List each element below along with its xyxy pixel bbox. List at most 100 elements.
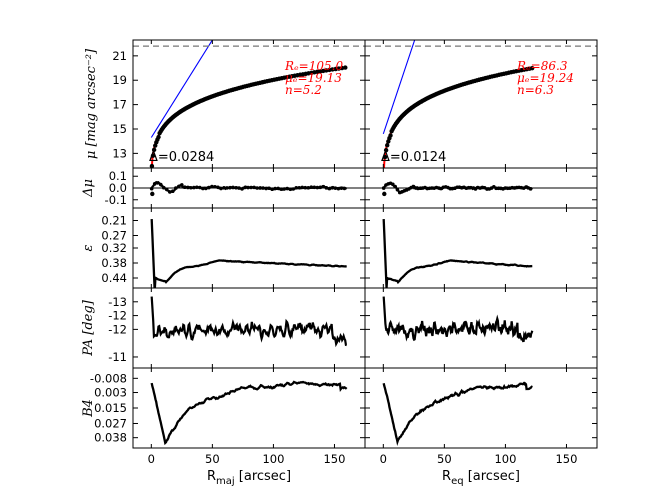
plot-area bbox=[133, 180, 365, 197]
residual-point bbox=[219, 186, 223, 191]
y-axis-label-delta-mu: Δμ bbox=[81, 179, 96, 198]
residual-point bbox=[309, 185, 314, 189]
n-annotation: n=6.3 bbox=[517, 83, 554, 97]
y-tick-label: 13 bbox=[112, 146, 127, 160]
panel-major-axis-delta-mu: -0.10.00.1 Δμ bbox=[81, 167, 366, 209]
y-tick-label: -0.008 bbox=[90, 371, 127, 385]
residual-point bbox=[243, 185, 247, 190]
residual-point bbox=[189, 185, 193, 190]
mue-annotation: μₑ=19.13 bbox=[285, 71, 342, 85]
residual-point bbox=[207, 185, 211, 190]
y-tick-label: 21 bbox=[112, 49, 127, 63]
mu-point bbox=[388, 133, 393, 138]
y-tick-label: 0.1 bbox=[109, 169, 127, 183]
residual-point bbox=[276, 186, 280, 191]
plot-area bbox=[150, 380, 348, 446]
residual-point bbox=[393, 184, 397, 189]
residual-point bbox=[234, 185, 238, 190]
residual-point bbox=[231, 185, 235, 190]
plot-area bbox=[133, 40, 365, 168]
x-tick-label: 50 bbox=[205, 452, 220, 466]
residual-point bbox=[270, 187, 274, 192]
residual-point bbox=[264, 186, 268, 191]
y-tick-label: 19 bbox=[112, 73, 127, 87]
residual-point bbox=[252, 185, 256, 190]
y-tick-label: 0.38 bbox=[101, 256, 127, 270]
x-tick-label: 0 bbox=[148, 452, 155, 466]
residual-point bbox=[315, 185, 320, 190]
residual-point bbox=[195, 185, 199, 190]
residual-point bbox=[158, 182, 163, 187]
residual-point bbox=[324, 186, 329, 190]
mu-point bbox=[343, 65, 348, 70]
residual-point bbox=[183, 185, 187, 189]
mu-point bbox=[151, 147, 157, 153]
plot-area bbox=[382, 296, 534, 343]
residual-point bbox=[267, 186, 271, 191]
residual-point bbox=[170, 189, 175, 194]
residual-point bbox=[297, 185, 302, 190]
mu-point bbox=[336, 66, 342, 71]
residual-point bbox=[303, 185, 308, 190]
residual-point bbox=[300, 185, 305, 190]
residual-point bbox=[240, 187, 244, 191]
residual-point bbox=[330, 186, 335, 190]
panel-equivalent-axis-position-angle bbox=[364, 287, 598, 369]
x-axis-label-major-axis: Rmaj [arcsec] bbox=[207, 469, 291, 487]
delta-annotation: Δ=0.0124 bbox=[381, 150, 446, 165]
residual-point bbox=[261, 186, 265, 190]
residual-point bbox=[306, 185, 311, 190]
residual-point bbox=[339, 186, 344, 190]
residual-point bbox=[342, 186, 347, 191]
mu-point bbox=[383, 147, 389, 153]
residual-point bbox=[382, 191, 387, 197]
mu-point bbox=[156, 134, 161, 140]
residual-point bbox=[294, 185, 299, 190]
residual-point bbox=[237, 186, 241, 190]
residual-point bbox=[216, 185, 220, 190]
panel-major-axis-mu: Rₑ=105.0μₑ=19.13n=5.2 Δ=0.0284 13 15 17 19 21 μ… bbox=[84, 39, 366, 169]
re-annotation: Rₑ=105.0 bbox=[284, 59, 343, 73]
plot-area bbox=[150, 219, 347, 288]
mu-point bbox=[150, 153, 156, 158]
residual-point bbox=[381, 186, 386, 190]
panel-equivalent-axis-delta-mu bbox=[364, 167, 598, 209]
x-tick-label: 0 bbox=[380, 452, 387, 466]
plot-area bbox=[365, 181, 597, 197]
plot-area bbox=[382, 219, 533, 288]
residual-point bbox=[222, 185, 226, 190]
panel-equivalent-axis-mu: Rₑ=86.3μₑ=19.24n=6.3 Δ=0.0124 bbox=[364, 39, 598, 169]
y-tick-label: 0.038 bbox=[94, 431, 127, 445]
residual-point bbox=[228, 185, 232, 190]
pa-line bbox=[150, 296, 348, 348]
residual-point bbox=[204, 186, 208, 191]
ellipticity-line bbox=[150, 219, 347, 288]
residual-point bbox=[164, 187, 169, 192]
n-annotation: n=5.2 bbox=[285, 83, 322, 97]
x-tick-label: 50 bbox=[437, 452, 452, 466]
x-tick-label: 150 bbox=[555, 452, 577, 466]
residual-point bbox=[255, 186, 259, 190]
residual-point bbox=[198, 185, 202, 190]
plot-area bbox=[365, 40, 597, 168]
residual-point bbox=[285, 186, 290, 191]
residual-point bbox=[333, 186, 338, 190]
y-tick-label: -12 bbox=[108, 322, 127, 336]
mu-point bbox=[529, 65, 535, 71]
y-axis-label-position-angle: PA [deg] bbox=[81, 299, 96, 356]
delta-annotation: Δ=0.0284 bbox=[149, 150, 214, 165]
y-tick-label: 0.44 bbox=[101, 271, 127, 285]
residual-point bbox=[336, 186, 341, 191]
residual-point bbox=[528, 187, 533, 191]
residual-point bbox=[155, 181, 160, 185]
y-tick-label: 0.027 bbox=[94, 416, 127, 430]
residual-point bbox=[273, 186, 277, 191]
y-tick-label: 0.003 bbox=[94, 386, 127, 400]
mu-point bbox=[382, 154, 388, 160]
residual-point bbox=[288, 187, 293, 192]
panel-equivalent-axis-ellipticity bbox=[364, 207, 598, 289]
residual-point bbox=[150, 191, 155, 197]
residual-point bbox=[312, 185, 317, 190]
